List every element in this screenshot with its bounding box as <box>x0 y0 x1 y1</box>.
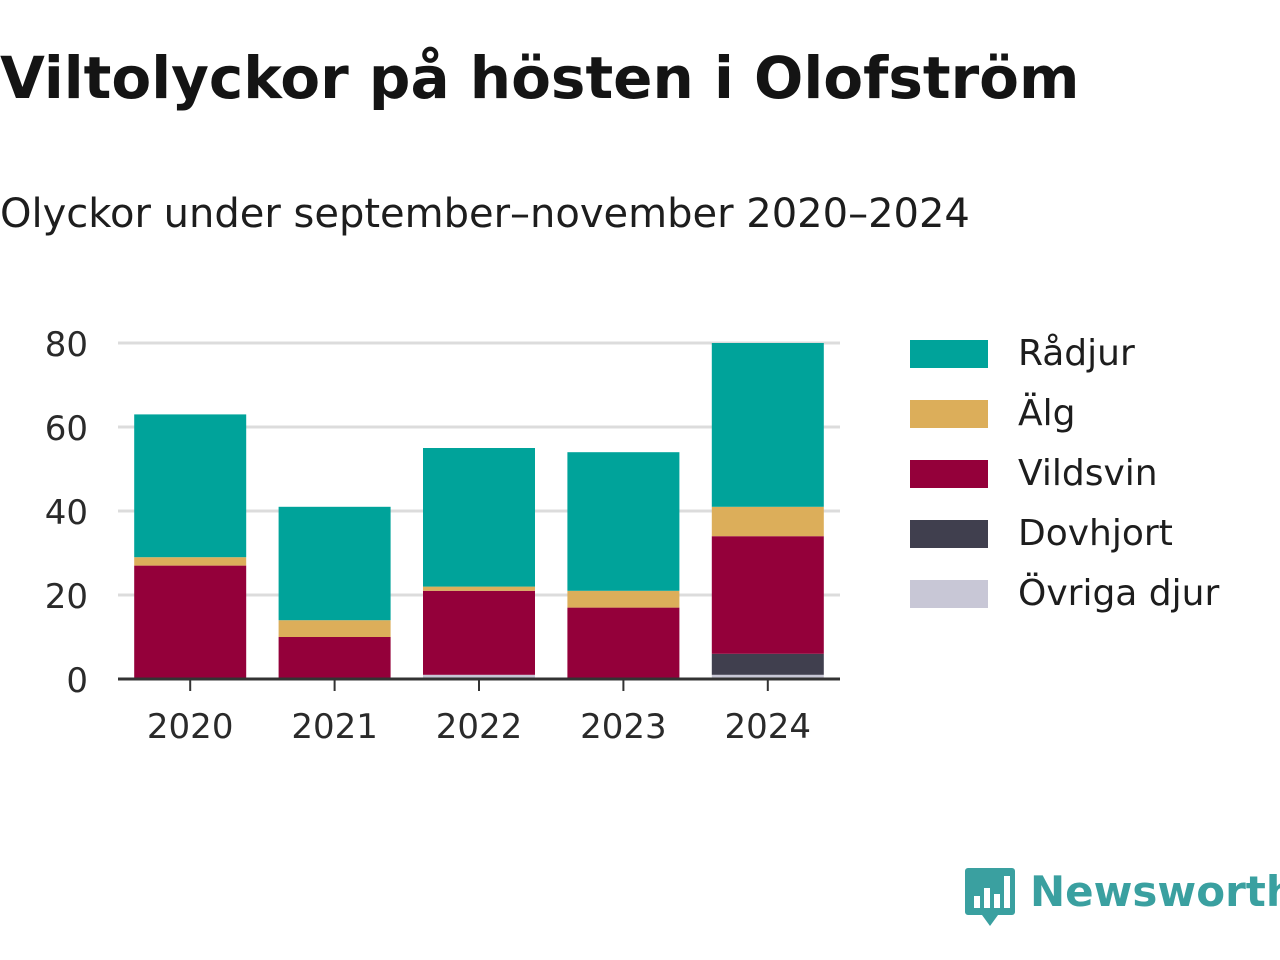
legend-swatch <box>910 580 988 608</box>
legend-swatch <box>910 520 988 548</box>
bar-segment <box>423 590 535 675</box>
bar-segment <box>278 506 391 621</box>
legend-swatch <box>910 340 988 368</box>
legend-label: Dovhjort <box>1018 513 1173 554</box>
bar-segment <box>134 414 247 558</box>
bar-segment <box>567 590 680 608</box>
y-tick-label: 40 <box>45 493 88 533</box>
brand-name: Newsworthy <box>1030 867 1280 916</box>
bar-segment <box>423 586 535 591</box>
y-tick-label: 60 <box>45 409 88 449</box>
x-tick-label: 2020 <box>147 707 234 747</box>
bar-segment <box>134 565 247 679</box>
legend-swatch <box>910 460 988 488</box>
bar-segment <box>711 674 824 679</box>
bars <box>134 343 824 679</box>
bar-segment <box>711 343 824 507</box>
legend-swatch <box>910 400 988 428</box>
bar-segment <box>423 674 535 679</box>
bar-segment <box>278 637 391 679</box>
bar-segment <box>567 607 680 679</box>
bar-segment <box>567 452 680 591</box>
y-tick-label: 80 <box>45 325 88 365</box>
legend-label: Rådjur <box>1018 333 1135 374</box>
legend-label: Vildsvin <box>1018 453 1158 494</box>
y-tick-label: 20 <box>45 577 88 617</box>
bar-segment <box>278 620 391 637</box>
legend-label: Älg <box>1018 393 1076 434</box>
stacked-bar-chart: 0 20 40 60 80 2020 2021 2022 2023 2024 <box>45 325 840 747</box>
bar-segment <box>423 448 535 587</box>
newsworthy-logo-icon <box>965 868 1015 926</box>
x-tick-label: 2024 <box>725 707 812 747</box>
x-tick-label: 2023 <box>580 707 667 747</box>
y-tick-label: 0 <box>66 661 88 701</box>
chart-subtitle: Olyckor under september–november 2020–20… <box>0 191 970 237</box>
bar-segment <box>711 653 824 675</box>
x-tick-label: 2022 <box>436 707 523 747</box>
axes: 0 20 40 60 80 2020 2021 2022 2023 2024 <box>45 325 840 747</box>
x-tick-label: 2021 <box>291 707 378 747</box>
bar-segment <box>711 536 824 654</box>
bar-segment <box>134 557 247 566</box>
bar-segment <box>711 506 824 537</box>
legend-label: Övriga djur <box>1018 573 1220 614</box>
chart-title: Viltolyckor på hösten i Olofström <box>0 44 1080 112</box>
